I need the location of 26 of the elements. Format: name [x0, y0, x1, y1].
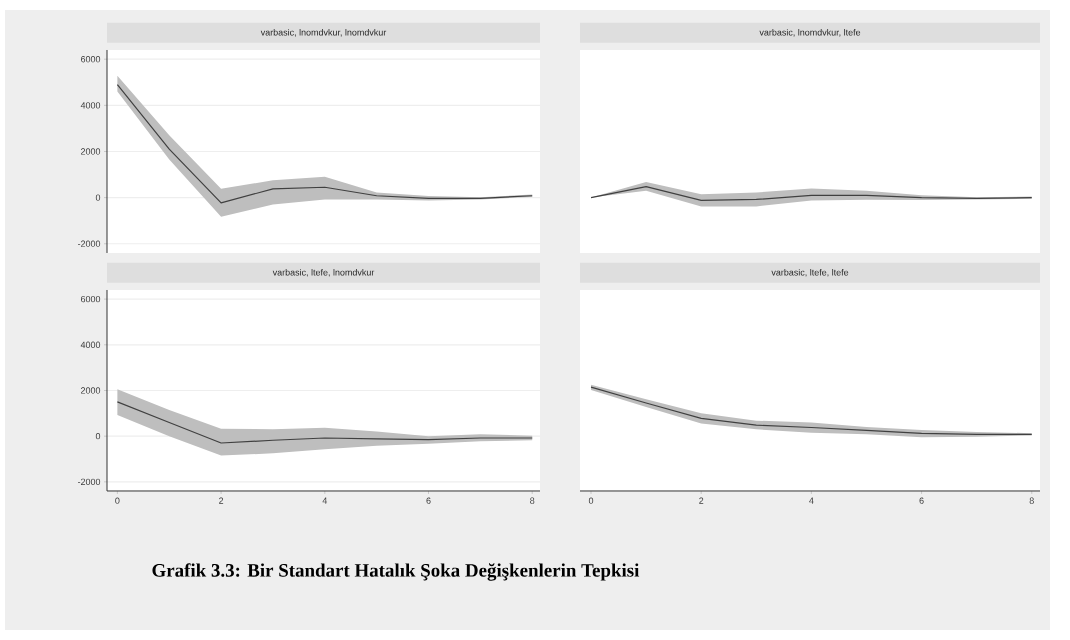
text: Grafik 3.3: Bir Standart Hatalık Şoka Değişkenlerin Tepkisi [152, 563, 640, 581]
x-tick-label: 0 [588, 497, 594, 504]
chart-title: varbasic, ltefe, ltefe [771, 268, 849, 277]
x-tick-label: 4 [809, 497, 814, 504]
x-tick-label: 6 [426, 497, 431, 504]
y-tick-label: -2000 [77, 478, 101, 486]
y-tick-label: 2000 [81, 387, 101, 394]
chart-title: varbasic, lnomdvkur, lnomdvkur [260, 28, 387, 37]
line-series [116, 401, 533, 444]
y-tick-label: 4000 [80, 102, 101, 109]
y-tick-label: 4000 [80, 341, 101, 348]
x-tick-label: 2 [699, 497, 704, 504]
chart-title: varbasic, ltefe, lnomdvkur [272, 268, 375, 277]
y-tick-label: 6000 [81, 295, 101, 303]
chart-title: varbasic, lnomdvkur, ltefe [759, 28, 861, 37]
y-tick-label: 0 [95, 432, 101, 440]
x-tick-label: 4 [322, 497, 328, 504]
x-tick-label: 2 [219, 497, 224, 504]
y-tick-label: 2000 [81, 148, 101, 155]
x-tick-label: 8 [1029, 497, 1034, 504]
y-tick-label: -2000 [77, 240, 101, 247]
y-tick-label: 6000 [81, 56, 101, 63]
x-tick-label: 8 [530, 497, 535, 504]
x-tick-label: 6 [919, 497, 924, 504]
x-tick-label: 0 [115, 497, 120, 504]
y-tick-label: 0 [95, 194, 101, 201]
